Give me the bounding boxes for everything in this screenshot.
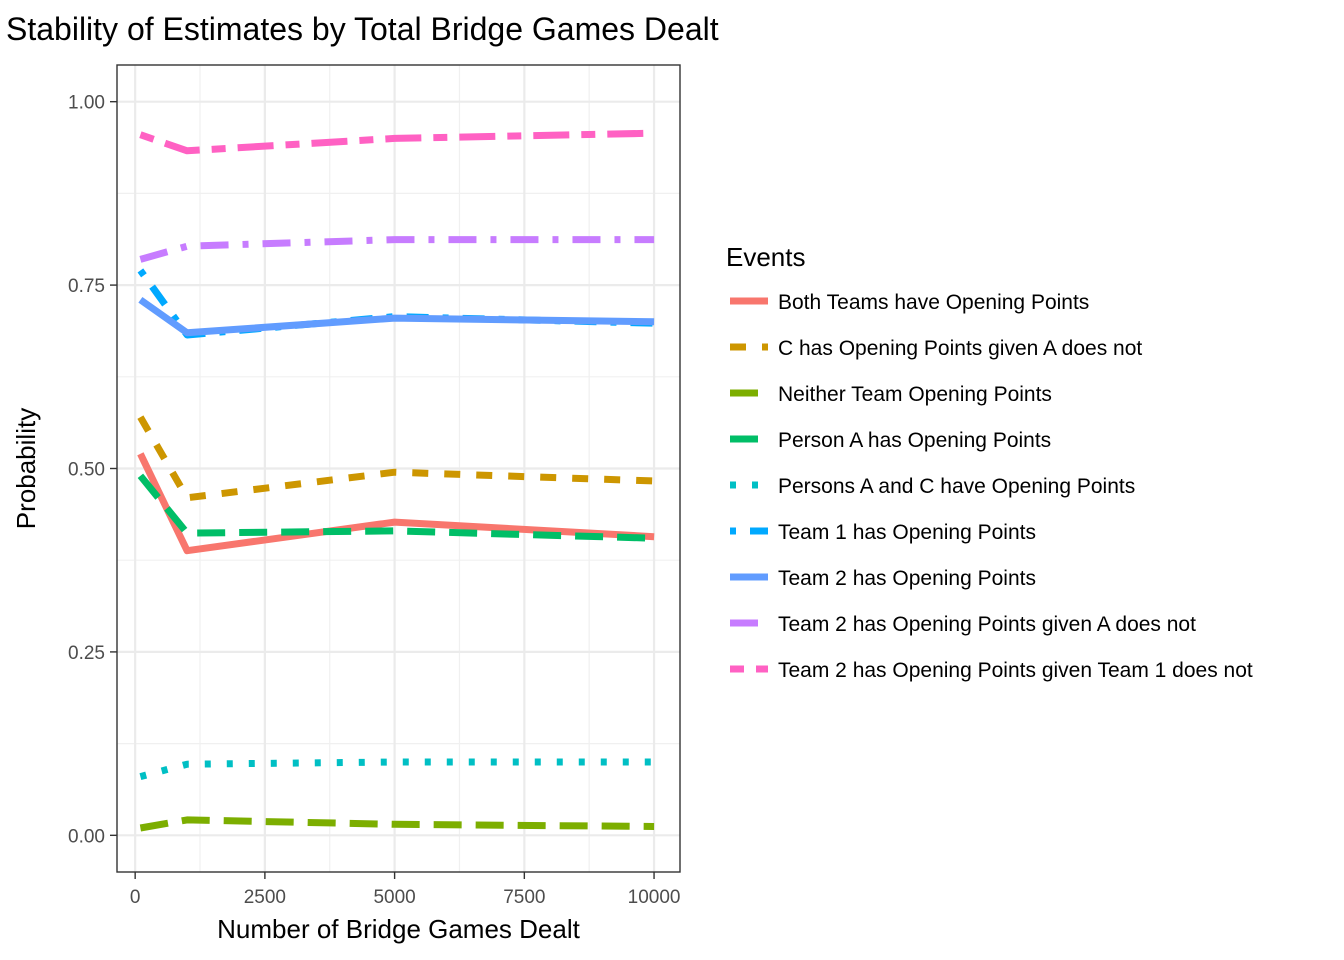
- x-axis-title: Number of Bridge Games Dealt: [217, 914, 580, 944]
- legend-label-4: Person A has Opening Points: [778, 429, 1051, 452]
- y-tick-label: 0.00: [68, 826, 105, 847]
- series-line-1: [137, 452, 655, 555]
- y-axis: 0.00 0.25 0.50 0.75 1.00: [68, 93, 117, 847]
- legend-label-3: Neither Team Opening Points: [778, 383, 1052, 406]
- y-tick-label: 0.50: [68, 460, 105, 481]
- legend-label-1: Both Teams have Opening Points: [778, 291, 1089, 314]
- series-line-2: [137, 415, 655, 502]
- chart-title: Stability of Estimates by Total Bridge G…: [6, 11, 719, 47]
- legend-label-8: Team 2 has Opening Points given A does n…: [778, 613, 1196, 636]
- x-tick-label: 5000: [373, 887, 415, 908]
- y-tick-label: 1.00: [68, 93, 105, 114]
- series-line-9: [139, 129, 655, 155]
- series-line-7: [138, 296, 655, 337]
- series-line-4: [137, 473, 655, 542]
- series-line-3: [139, 816, 655, 832]
- y-axis-title: Probability: [11, 408, 41, 529]
- legend-label-2: C has Opening Points given A does not: [778, 337, 1142, 360]
- x-tick-label: 7500: [503, 887, 545, 908]
- legend-label-6: Team 1 has Opening Points: [778, 521, 1036, 544]
- x-tick-label: 0: [130, 887, 141, 908]
- series-line-8: [139, 236, 655, 263]
- y-tick-label: 0.25: [68, 643, 105, 664]
- x-tick-label: 10000: [628, 887, 681, 908]
- major-gridlines: [117, 65, 680, 872]
- x-axis: 0 2500 5000 7500 10000: [130, 872, 681, 908]
- x-tick-label: 2500: [244, 887, 286, 908]
- series-lines: [137, 129, 655, 832]
- y-tick-label: 0.75: [68, 276, 105, 297]
- legend-label-7: Team 2 has Opening Points: [778, 567, 1036, 590]
- legend: Events Both Teams have Opening Points C h…: [726, 242, 1253, 682]
- legend-title: Events: [726, 242, 806, 272]
- legend-label-9: Team 2 has Opening Points given Team 1 d…: [778, 659, 1253, 682]
- legend-label-5: Persons A and C have Opening Points: [778, 475, 1135, 498]
- series-line-5: [139, 758, 655, 780]
